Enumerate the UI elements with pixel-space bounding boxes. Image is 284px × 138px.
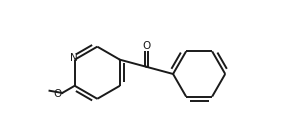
Text: O: O	[142, 41, 151, 51]
Text: N: N	[70, 53, 77, 63]
Text: O: O	[53, 89, 62, 99]
